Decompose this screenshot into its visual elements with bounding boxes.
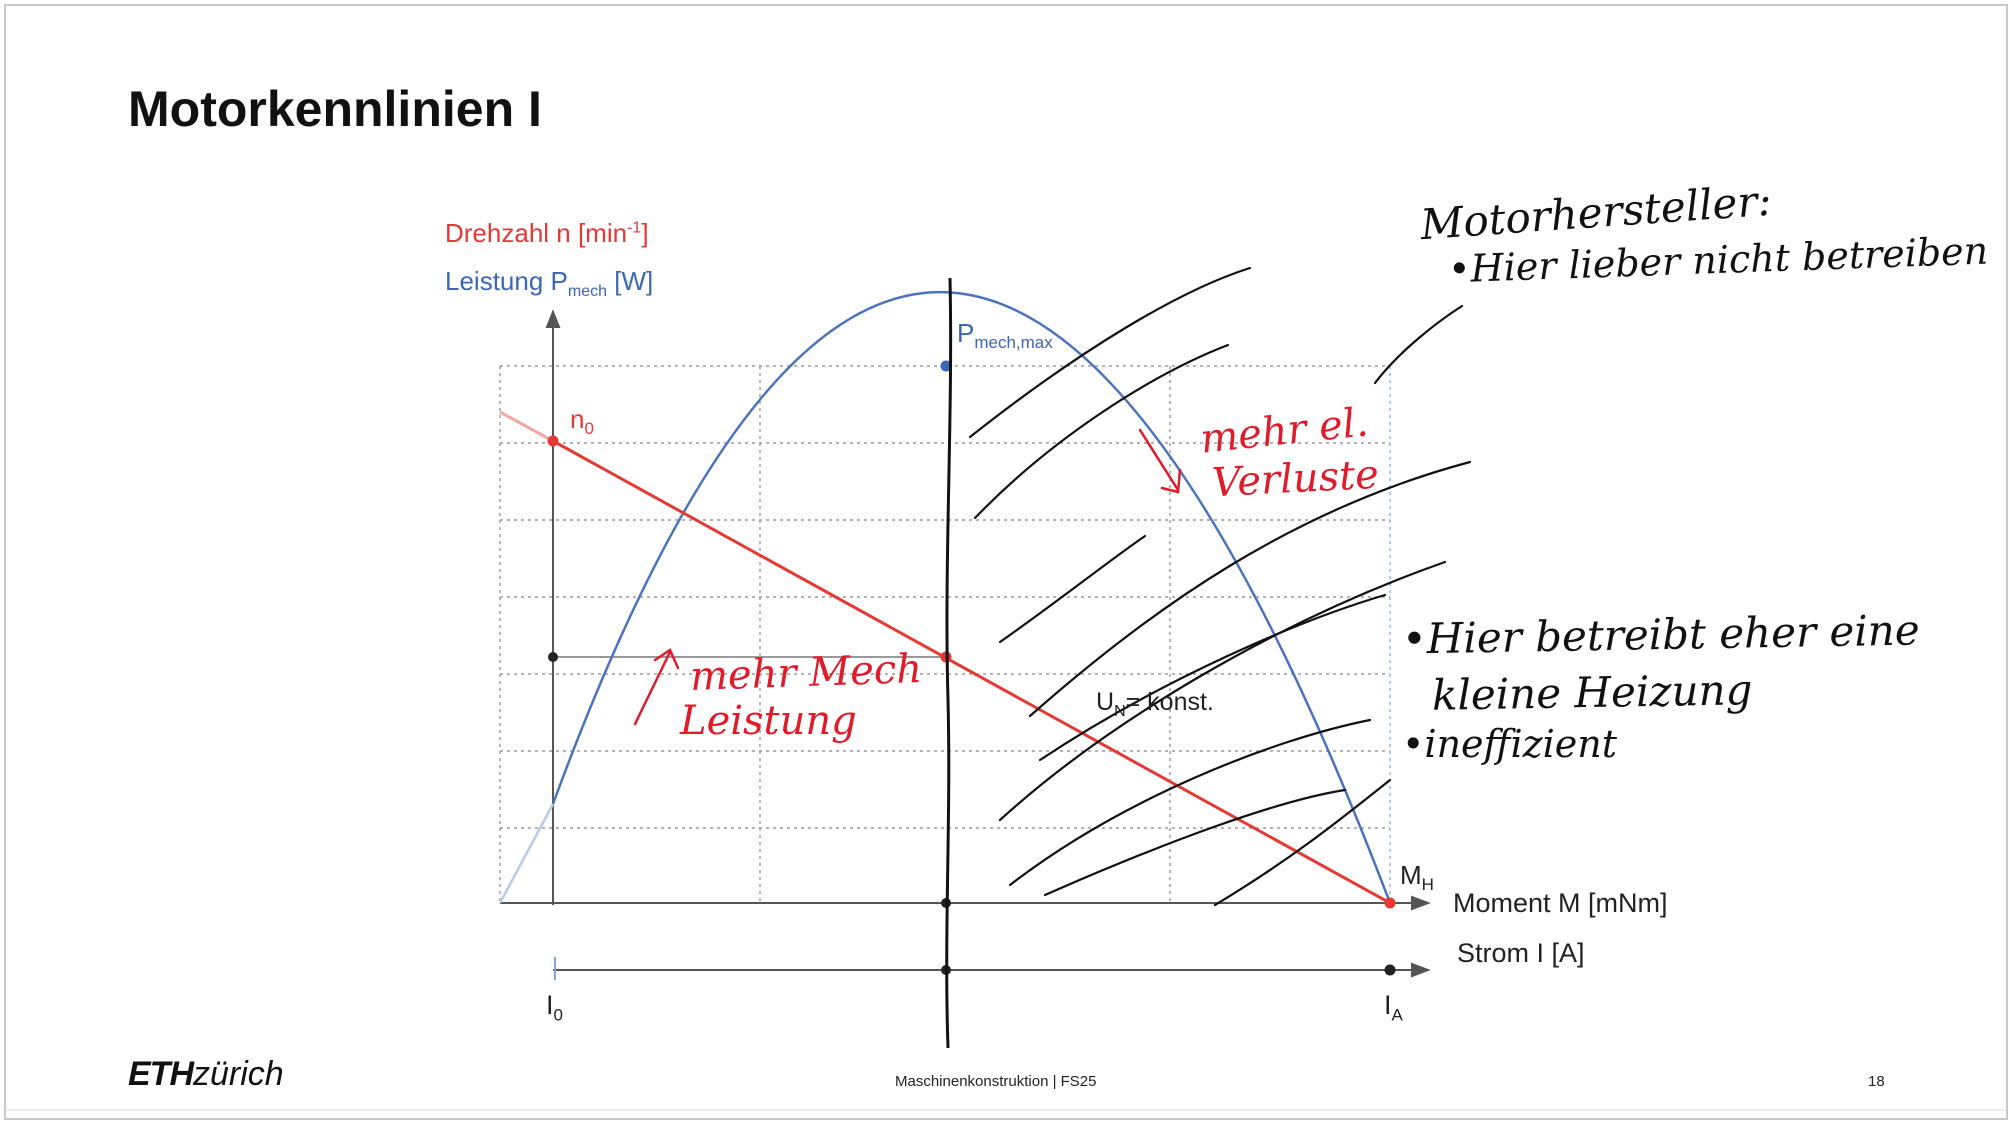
heater-note-1: •Hier betreibt eher eine [1401, 605, 1920, 664]
power-axis-label-sub: mech [567, 283, 607, 301]
speed-axis-label-text: Drehzahl n [min [445, 218, 628, 248]
hatch-line [968, 266, 1252, 439]
eth-logo-bold: ETH [128, 1055, 194, 1093]
hatch-line [1373, 304, 1464, 385]
eth-logo-light: zürich [193, 1055, 284, 1093]
hatch-line [1043, 788, 1347, 897]
power-axis-label-text: Leistung P [445, 266, 568, 296]
ia-label: IA [1384, 990, 1403, 1025]
pmax-label-sub: mech,max [974, 333, 1053, 353]
axes [500, 309, 1431, 978]
more-losses-2: Verluste [1210, 451, 1380, 507]
moment-axis-label: Moment M [mNm] [1453, 888, 1668, 918]
i0-label-sub: 0 [553, 1005, 563, 1025]
un-label-end: = konst. [1125, 688, 1214, 716]
un-label-text: U [1096, 688, 1115, 716]
power-curve [551, 290, 1392, 904]
n0-label: n0 [570, 404, 594, 439]
pmax-label-text: P [957, 318, 975, 348]
n0-label-sub: 0 [584, 419, 594, 439]
speed-axis-label-sup: -1 [627, 219, 642, 237]
mh-label: MH [1400, 860, 1434, 895]
footer-course: Maschinenkonstruktion | FS25 [895, 1073, 1097, 1090]
hatch-line [1028, 460, 1472, 718]
hatch-line [1008, 718, 1372, 887]
losses-arrow-head [1160, 468, 1182, 494]
grid [499, 365, 1391, 905]
x-axis-current-arrow [1411, 962, 1431, 978]
inefficient-note: •ineffizient [1402, 722, 1618, 766]
ia-label-sub: A [1391, 1005, 1403, 1025]
n0-point [547, 435, 559, 447]
power-arrow-head [653, 648, 680, 670]
y-axis-arrow [545, 309, 561, 328]
un-label: UN= konst. [1096, 688, 1214, 721]
hatch-line [1038, 593, 1387, 762]
i0-label-text: I [546, 990, 554, 1020]
speed-axis-label: Drehzahl n [min-1] [445, 218, 649, 249]
more-power-1: mehr Mech [689, 645, 923, 701]
pmax-label: Pmech,max [957, 318, 1053, 353]
hatch-line [998, 534, 1147, 644]
speed-line-extension [499, 410, 554, 443]
i0-label: I0 [546, 990, 563, 1025]
hand-vertical-line [945, 277, 953, 1049]
heater-note-2: kleine Heizung [1431, 665, 1753, 720]
speed-axis-label-end: ] [641, 218, 649, 248]
power-axis-label: Leistung Pmech [W] [445, 266, 653, 301]
pmax-point [940, 360, 952, 372]
hatch-line [998, 560, 1447, 822]
mh-point [1384, 897, 1396, 909]
slide-title: Motorkennlinien I [128, 81, 542, 137]
power-arrow [633, 650, 672, 726]
page-number: 18 [1868, 1073, 1885, 1090]
speed-line [552, 439, 1391, 905]
x-axis-moment-arrow [1411, 895, 1431, 911]
hatch-line [1213, 778, 1392, 907]
un-label-sub: N [1114, 703, 1126, 720]
more-power-2: Leistung [680, 698, 857, 744]
hand-red-arrows [633, 428, 1182, 726]
power-axis-label-end: [W] [607, 266, 654, 296]
current-axis-label: Strom I [A] [1457, 938, 1585, 968]
mh-label-sub: H [1421, 875, 1434, 895]
n0-label-text: n [570, 404, 585, 434]
hand-hatching [968, 266, 1472, 907]
power-curve-extension [498, 803, 555, 904]
mh-label-text: M [1400, 860, 1422, 890]
ia-label-text: I [1384, 990, 1392, 1020]
hatch-line [973, 343, 1230, 520]
ia-point [1384, 964, 1396, 976]
losses-arrow [1138, 428, 1180, 492]
y-operating-point [548, 652, 558, 662]
eth-logo: ETHzürich [128, 1055, 284, 1094]
